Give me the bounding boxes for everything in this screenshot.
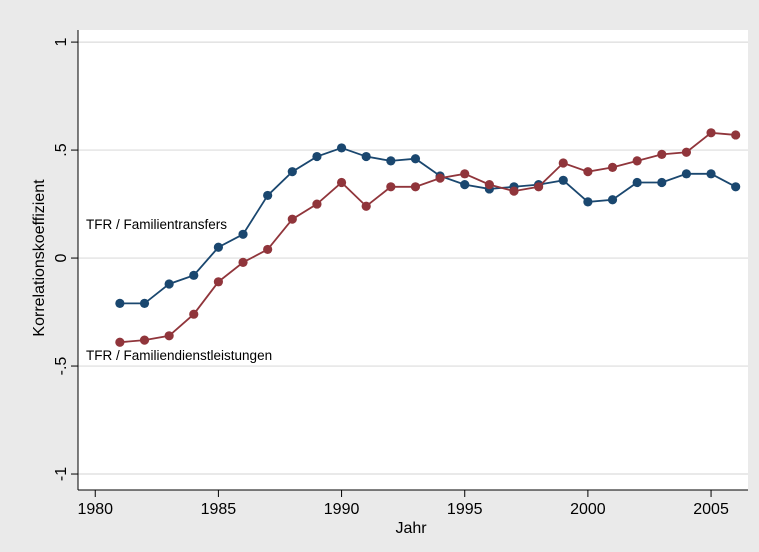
data-point <box>410 154 421 164</box>
data-point <box>287 214 297 224</box>
x-axis-title: Jahr <box>395 520 427 537</box>
x-tick-label: 2000 <box>570 501 606 518</box>
data-point <box>731 182 741 192</box>
data-point <box>139 298 150 309</box>
plot-area <box>78 30 748 490</box>
data-point <box>558 175 568 185</box>
y-tick-label: 0 <box>53 254 70 263</box>
data-point <box>189 270 199 280</box>
x-tick-label: 1990 <box>324 501 360 518</box>
data-point <box>189 309 199 319</box>
data-point <box>607 162 618 172</box>
data-point <box>287 167 297 177</box>
data-point <box>583 197 593 207</box>
data-point <box>460 180 470 190</box>
y-tick-label: -.5 <box>53 357 70 376</box>
y-tick-label: -1 <box>53 467 70 481</box>
data-point <box>213 242 224 252</box>
x-tick-label: 1980 <box>77 501 113 518</box>
data-point <box>213 277 224 287</box>
data-point <box>435 173 445 183</box>
x-tick-label: 2005 <box>693 501 729 518</box>
data-point <box>238 257 248 267</box>
data-point <box>460 169 470 179</box>
data-point <box>632 156 642 166</box>
data-point <box>164 279 174 289</box>
data-point <box>361 201 371 211</box>
y-tick-label: 1 <box>53 38 70 47</box>
data-point <box>657 149 667 159</box>
series-label: TFR / Familientransfers <box>86 217 227 232</box>
y-tick-label: .5 <box>53 143 70 156</box>
data-point <box>238 229 248 239</box>
data-point <box>509 186 519 196</box>
data-point <box>164 331 174 341</box>
data-point <box>681 169 692 179</box>
data-point <box>263 190 273 201</box>
data-point <box>386 156 396 166</box>
data-point <box>336 143 347 153</box>
data-point <box>312 151 322 162</box>
data-point <box>139 335 150 345</box>
data-point <box>607 195 618 205</box>
data-point <box>386 182 396 192</box>
data-point <box>484 180 494 190</box>
data-point <box>706 169 716 179</box>
data-point <box>731 130 741 140</box>
data-point <box>681 147 692 157</box>
data-point <box>263 244 273 255</box>
data-point <box>558 158 568 168</box>
data-point <box>115 337 125 347</box>
series-label: TFR / Familiendienstleistungen <box>86 348 272 363</box>
data-point <box>312 199 322 209</box>
data-point <box>632 177 642 188</box>
data-point <box>583 167 593 177</box>
x-tick-label: 1985 <box>201 501 237 518</box>
data-point <box>534 182 544 192</box>
y-axis-title: Korrelationskoeffizient <box>31 179 48 337</box>
data-point <box>410 182 421 192</box>
series-line <box>119 146 737 305</box>
data-point <box>361 151 371 162</box>
data-point <box>657 177 667 188</box>
x-tick-label: 1995 <box>447 501 483 518</box>
data-point <box>336 177 347 188</box>
data-point <box>115 298 125 309</box>
data-point <box>706 128 716 138</box>
